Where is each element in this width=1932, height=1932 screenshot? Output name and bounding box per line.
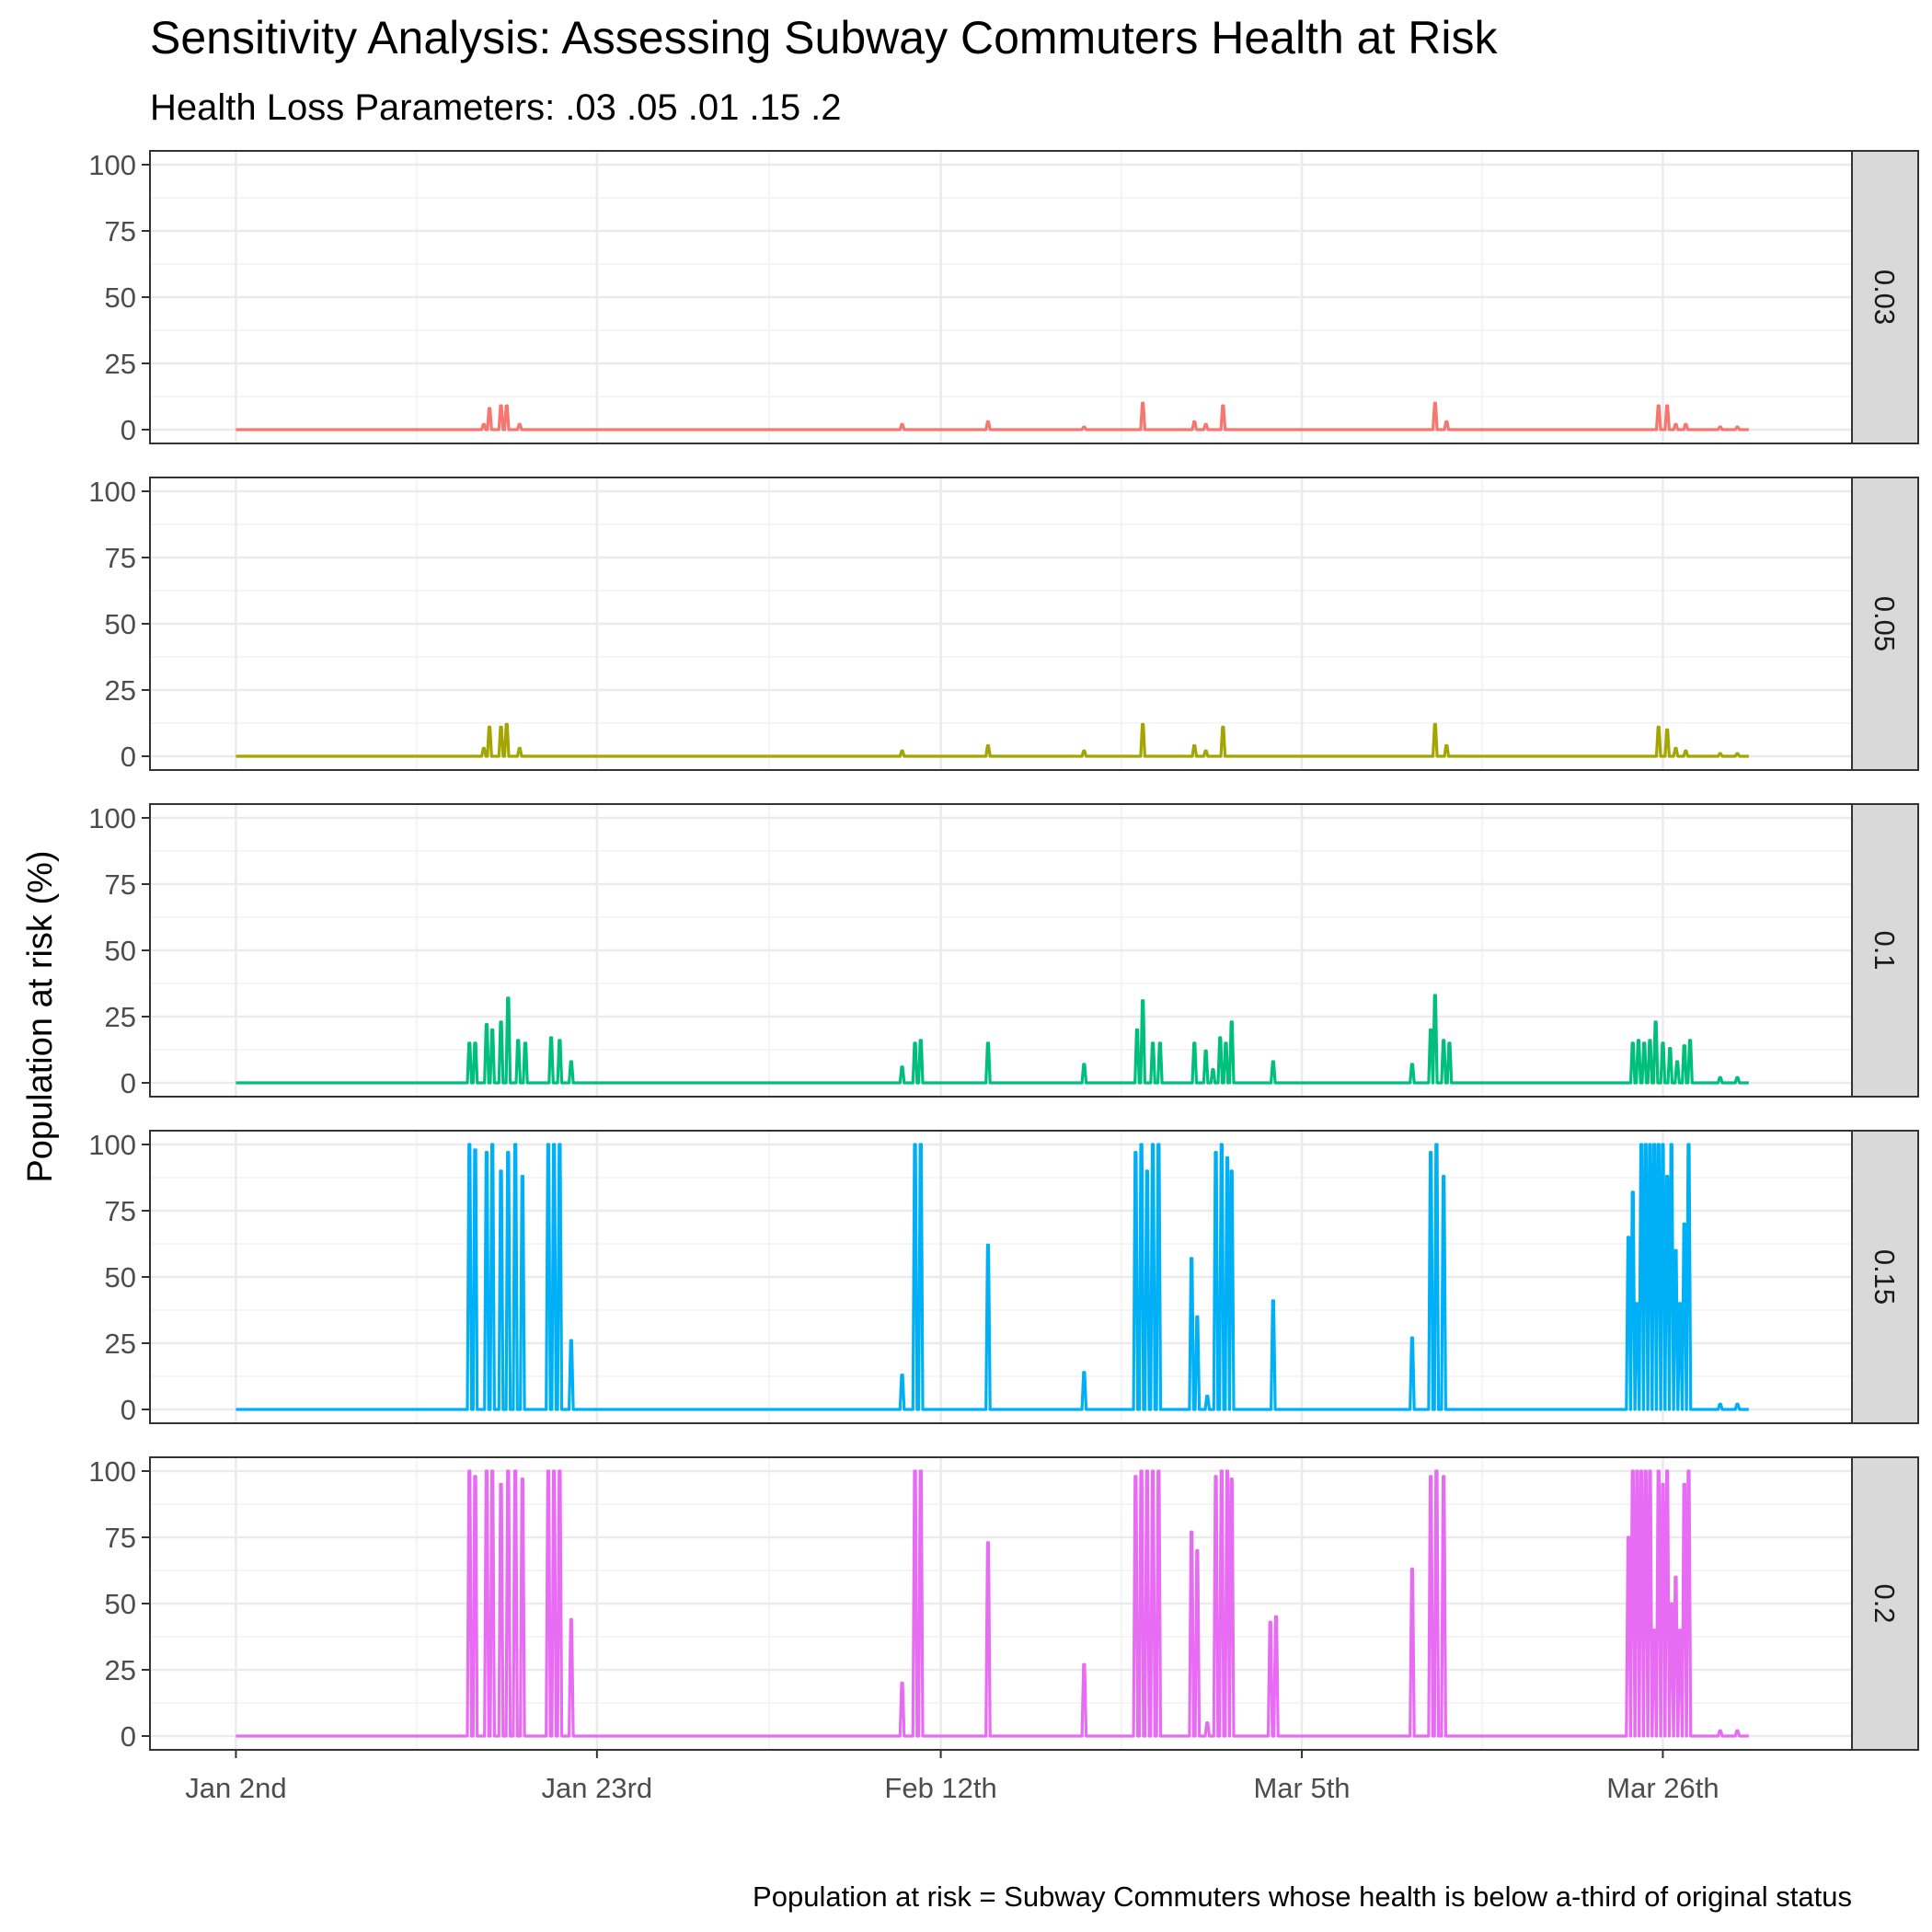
y-tick-label: 75 bbox=[105, 542, 136, 574]
panel-0.03: 0 25 50 75 100 0.03 bbox=[88, 149, 1919, 446]
y-tick-label: 0 bbox=[121, 414, 136, 446]
y-tick-label: 50 bbox=[105, 1588, 136, 1620]
facet-strip-label: 0.05 bbox=[1869, 596, 1901, 651]
panel-0.2: 0 25 50 75 100 0.2 Jan 2nd Jan 23rd Feb 12th Mar … bbox=[88, 1455, 1919, 1804]
y-tick-label: 100 bbox=[88, 802, 136, 834]
y-tick-label: 0 bbox=[121, 1720, 136, 1753]
y-tick-label: 50 bbox=[105, 608, 136, 640]
panel-0.1: 0 25 50 75 100 0.1 bbox=[88, 802, 1919, 1099]
y-tick-label: 25 bbox=[105, 1001, 136, 1033]
y-tick-label: 100 bbox=[88, 149, 136, 181]
y-tick-label: 50 bbox=[105, 282, 136, 314]
y-tick-label: 100 bbox=[88, 476, 136, 508]
chart-caption: Population at risk = Subway Commuters wh… bbox=[753, 1880, 1852, 1913]
y-axis-title: Population at risk (%) bbox=[21, 850, 60, 1182]
y-tick-label: 75 bbox=[105, 1195, 136, 1227]
y-tick-label: 0 bbox=[121, 1394, 136, 1426]
chart-subtitle: Health Loss Parameters: .03 .05 .01 .15 … bbox=[150, 87, 842, 128]
series-line-0.2 bbox=[236, 1469, 1749, 1738]
facet-strip-label: 0.15 bbox=[1869, 1249, 1901, 1305]
y-tick-label: 0 bbox=[121, 741, 136, 773]
panel-0.15: 0 25 50 75 100 0.15 bbox=[88, 1129, 1919, 1426]
x-tick-label: Jan 2nd bbox=[185, 1772, 286, 1804]
y-tick-label: 25 bbox=[105, 348, 136, 380]
y-tick-label: 100 bbox=[88, 1129, 136, 1161]
facet-panels: 0 25 50 75 100 0.03 0 25 50 75 100 0.05 0 25 50 75 100 0.… bbox=[88, 149, 1919, 1804]
facet-strip bbox=[1851, 1130, 1919, 1424]
y-tick-label: 50 bbox=[105, 1261, 136, 1294]
x-tick-label: Jan 23rd bbox=[542, 1772, 653, 1804]
y-tick-label: 75 bbox=[105, 1522, 136, 1554]
facet-strip bbox=[1851, 150, 1919, 444]
facet-strip-label: 0.03 bbox=[1869, 270, 1901, 325]
y-tick-label: 75 bbox=[105, 215, 136, 247]
facet-strip-label: 0.2 bbox=[1869, 1583, 1901, 1623]
series-line-0.05 bbox=[236, 722, 1749, 758]
facet-strip bbox=[1851, 1456, 1919, 1751]
y-tick-label: 75 bbox=[105, 868, 136, 901]
facet-strip bbox=[1851, 803, 1919, 1098]
facet-strip-label: 0.1 bbox=[1869, 930, 1901, 970]
y-tick-label: 25 bbox=[105, 1328, 136, 1360]
y-tick-label: 25 bbox=[105, 1654, 136, 1686]
x-tick-label: Mar 26th bbox=[1606, 1772, 1719, 1804]
y-tick-label: 100 bbox=[88, 1455, 136, 1488]
chart-title: Sensitivity Analysis: Assessing Subway C… bbox=[150, 12, 1498, 63]
y-tick-label: 0 bbox=[121, 1067, 136, 1099]
x-tick-label: Mar 5th bbox=[1253, 1772, 1350, 1804]
y-tick-label: 25 bbox=[105, 674, 136, 707]
series-line-0.1 bbox=[236, 994, 1749, 1085]
series-line-0.03 bbox=[236, 401, 1749, 431]
series-line-0.15 bbox=[236, 1143, 1749, 1411]
facet-strip bbox=[1851, 477, 1919, 771]
x-tick-label: Feb 12th bbox=[884, 1772, 996, 1804]
y-tick-label: 50 bbox=[105, 935, 136, 967]
panel-0.05: 0 25 50 75 100 0.05 bbox=[88, 476, 1919, 773]
